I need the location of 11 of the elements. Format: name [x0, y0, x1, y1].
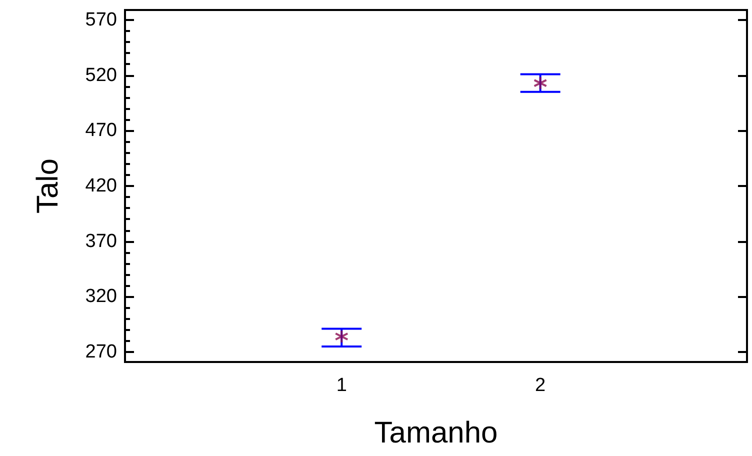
y-tick-label: 370	[85, 230, 117, 252]
y-tick-label: 570	[85, 9, 117, 30]
y-tick-label: 470	[85, 120, 117, 142]
y-tick-label: 270	[85, 342, 117, 363]
x-tick-label: 2	[535, 375, 546, 396]
y-tick-label: 520	[85, 64, 117, 86]
x-axis-title: Tamanho	[374, 416, 498, 450]
x-tick-label: 1	[336, 375, 347, 396]
y-tick-label: 320	[85, 286, 117, 308]
y-tick-label: 420	[85, 176, 117, 196]
y-axis-title: Talo	[32, 158, 64, 214]
